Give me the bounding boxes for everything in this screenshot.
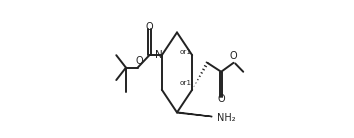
Polygon shape [177,112,212,117]
Text: N: N [155,50,162,60]
Text: O: O [135,56,143,66]
Text: O: O [217,94,225,104]
Text: O: O [145,22,153,32]
Text: NH₂: NH₂ [217,113,235,123]
Text: or1: or1 [179,80,192,86]
Text: or1: or1 [179,49,192,55]
Text: O: O [229,51,237,61]
